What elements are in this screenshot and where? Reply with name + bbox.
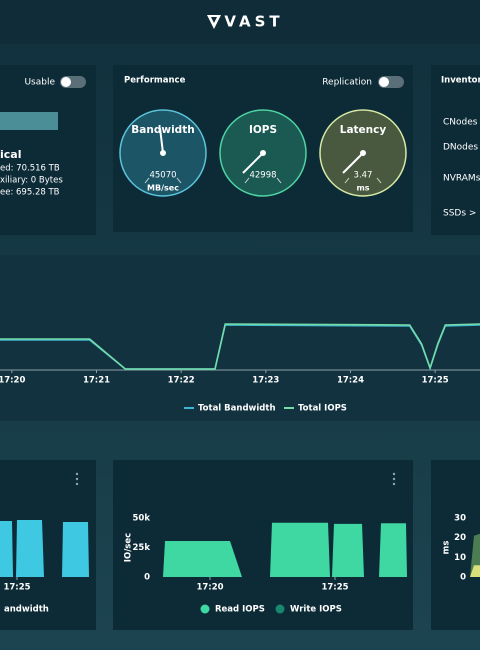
usage-bar bbox=[0, 112, 58, 130]
gauge-tick bbox=[244, 177, 250, 184]
toggle-knob bbox=[61, 77, 71, 87]
y-tick-label: 0 bbox=[460, 573, 466, 583]
x-tick-label: 17:21 bbox=[83, 376, 110, 386]
panel-title: Performance bbox=[124, 76, 186, 86]
gauge-tick bbox=[376, 177, 382, 184]
y-tick-label: 20 bbox=[454, 533, 466, 543]
gauge-value: 45070 bbox=[149, 171, 176, 181]
menu-icon[interactable] bbox=[75, 472, 79, 486]
x-tick-label: 17:22 bbox=[168, 376, 195, 386]
y-axis-label: IO/sec bbox=[124, 533, 134, 562]
y-tick-label: 25k bbox=[133, 543, 151, 553]
gauge-needle bbox=[159, 127, 164, 154]
x-tick-label: 17:20 bbox=[196, 583, 223, 593]
gauge-label: IOPS bbox=[249, 124, 277, 136]
gauge-label: Bandwidth bbox=[131, 124, 194, 136]
throughput-panel bbox=[0, 255, 480, 421]
toggle-label: Usable bbox=[24, 78, 55, 88]
iops-panel bbox=[113, 460, 413, 630]
y-tick-label: 10 bbox=[454, 553, 466, 563]
x-tick-label: 17:25 bbox=[3, 583, 30, 593]
header-bar bbox=[0, 0, 480, 44]
gauge-tick bbox=[344, 177, 350, 184]
series-line bbox=[0, 323, 480, 371]
series-area bbox=[0, 520, 89, 577]
series-area bbox=[163, 522, 407, 577]
inventory-panel bbox=[431, 65, 480, 235]
legend-label: Total Bandwidth bbox=[198, 404, 276, 414]
gauge-needle bbox=[242, 152, 264, 174]
panel-title: Inventory bbox=[441, 76, 480, 86]
gauge-hub bbox=[260, 150, 266, 156]
legend-label: andwidth bbox=[4, 605, 49, 615]
legend-swatch bbox=[200, 604, 210, 614]
gauge-tick bbox=[176, 177, 182, 184]
gauge-value: 3.47 bbox=[354, 171, 373, 181]
legend-label: Read IOPS bbox=[215, 605, 265, 615]
capacity-line: ed: 70.516 TB bbox=[0, 164, 60, 174]
gauge-label: Latency bbox=[340, 124, 387, 136]
x-tick-label: 17:25 bbox=[422, 376, 449, 386]
gauge-tick bbox=[144, 177, 150, 184]
logo: VAST bbox=[224, 13, 283, 31]
inventory-link[interactable]: DNodes > bbox=[443, 143, 480, 153]
series-area bbox=[470, 565, 480, 577]
inventory-link[interactable]: CNodes > bbox=[443, 118, 480, 128]
capacity-panel bbox=[0, 65, 96, 235]
menu-icon[interactable] bbox=[392, 472, 396, 486]
gauge-tick bbox=[276, 177, 282, 184]
gauge-hub bbox=[360, 150, 366, 156]
legend-label: Write IOPS bbox=[290, 605, 342, 615]
capacity-line: ee: 695.28 TB bbox=[0, 188, 60, 198]
toggle-label: Replication bbox=[322, 78, 372, 88]
x-tick-label: 17:25 bbox=[321, 583, 348, 593]
capacity-heading: ical bbox=[0, 148, 21, 161]
x-tick-label: 17:20 bbox=[0, 376, 25, 386]
inventory-link[interactable]: SSDs > bbox=[443, 209, 476, 219]
capacity-line: xiliary: 0 Bytes bbox=[0, 176, 63, 186]
legend-swatch bbox=[275, 604, 285, 614]
x-tick-label: 17:23 bbox=[252, 376, 279, 386]
gauge-needle bbox=[342, 152, 364, 174]
gauge-hub bbox=[160, 150, 166, 156]
y-tick-label: 50k bbox=[133, 514, 151, 524]
inventory-link[interactable]: NVRAMs bbox=[443, 174, 480, 184]
x-tick-label: 17:24 bbox=[337, 376, 364, 386]
y-tick-label: 30 bbox=[454, 514, 466, 524]
gauge-unit: MB/sec bbox=[147, 184, 179, 193]
legend-label: Total IOPS bbox=[298, 404, 347, 414]
y-tick-label: 0 bbox=[144, 573, 150, 583]
gauge-unit: ms bbox=[356, 184, 369, 193]
y-axis-label: ms bbox=[442, 541, 452, 555]
logo-icon bbox=[207, 15, 221, 29]
toggle-knob bbox=[379, 77, 389, 87]
latency-panel bbox=[431, 460, 480, 630]
gauge-value: 42998 bbox=[249, 171, 276, 181]
